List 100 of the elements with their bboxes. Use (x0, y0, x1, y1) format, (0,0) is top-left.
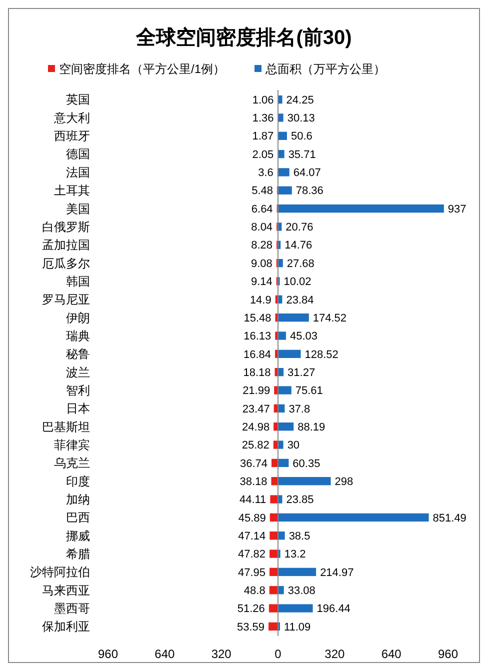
y-tick-label: 土耳其 (54, 184, 90, 198)
y-tick-label: 乌克兰 (54, 456, 90, 470)
x-tick-label: 640 (381, 647, 402, 661)
data-label: 44.11 (239, 494, 266, 506)
data-label: 45.03 (290, 330, 318, 343)
data-label: 23.84 (286, 294, 314, 306)
data-label: 13.2 (284, 548, 306, 561)
chart-title: 全球空间密度排名(前30) (135, 26, 352, 49)
data-label: 174.52 (312, 312, 347, 324)
y-tick-label: 德国 (66, 147, 90, 162)
y-tick-label: 菲律宾 (54, 438, 90, 452)
data-label: 23.85 (286, 494, 314, 506)
data-label: 18.18 (243, 366, 271, 379)
data-label: 3.6 (258, 167, 274, 180)
data-label: 16.84 (243, 348, 272, 361)
data-label: 31.27 (288, 366, 316, 379)
y-tick-label: 白俄罗斯 (42, 220, 90, 234)
data-label: 196.44 (316, 603, 350, 616)
data-label: 1.06 (252, 94, 274, 106)
y-tick-label: 墨西哥 (54, 601, 90, 616)
data-label: 47.82 (238, 548, 266, 561)
data-label: 851.49 (432, 512, 466, 524)
x-tick-label: 960 (438, 647, 458, 661)
data-label: 47.14 (238, 530, 266, 542)
y-tick-label: 巴基斯坦 (42, 420, 90, 434)
data-label: 2.05 (252, 148, 274, 161)
data-label: 21.99 (242, 385, 270, 398)
y-tick-label: 马来西亚 (42, 583, 90, 598)
y-tick-label: 保加利亚 (42, 620, 90, 634)
data-label: 78.36 (296, 185, 324, 198)
data-label: 24.25 (286, 94, 314, 106)
data-label: 25.82 (242, 440, 270, 452)
x-tick-label: 320 (211, 647, 232, 661)
y-tick-label: 智利 (66, 383, 90, 398)
data-label: 1.36 (252, 112, 274, 125)
data-label: 75.61 (295, 385, 323, 398)
data-label: 51.26 (237, 603, 265, 616)
data-label: 48.8 (244, 584, 266, 597)
y-tick-label: 日本 (66, 402, 90, 416)
y-tick-label: 巴西 (66, 510, 90, 525)
data-label: 38.18 (240, 476, 268, 488)
data-label: 37.8 (288, 403, 310, 416)
y-tick-label: 孟加拉国 (42, 238, 90, 252)
data-label: 14.9 (250, 294, 272, 306)
legend-label: 空间密度排名（平方公里/1例） (59, 62, 226, 76)
y-tick-label: 波兰 (66, 365, 90, 380)
y-tick-label: 希腊 (66, 546, 90, 561)
data-label: 88.19 (298, 421, 326, 434)
data-label: 5.48 (252, 185, 274, 198)
y-tick-label: 美国 (66, 202, 90, 216)
data-label: 53.59 (236, 621, 265, 634)
data-label: 128.52 (304, 348, 338, 361)
data-label: 45.89 (238, 512, 266, 524)
data-label: 35.71 (288, 148, 316, 161)
data-label: 9.08 (250, 258, 272, 270)
x-tick-label: 0 (274, 647, 282, 661)
data-label: 15.48 (244, 312, 272, 324)
data-label: 30 (287, 440, 300, 452)
data-label: 38.5 (288, 530, 310, 542)
data-label: 30.13 (287, 112, 315, 125)
y-tick-label: 秘鲁 (66, 347, 90, 362)
y-tick-label: 厄瓜多尔 (42, 256, 90, 270)
data-label: 24.98 (242, 421, 270, 434)
data-label: 36.74 (240, 458, 268, 470)
y-tick-label: 罗马尼亚 (42, 292, 90, 307)
data-label: 16.13 (244, 330, 272, 343)
data-label: 60.35 (292, 458, 320, 470)
y-tick-label: 印度 (66, 474, 90, 488)
data-label: 214.97 (320, 566, 354, 579)
x-tick-label: 960 (98, 647, 118, 661)
data-label: 10.02 (284, 276, 312, 288)
y-tick-label: 法国 (66, 165, 90, 180)
data-label: 27.68 (286, 258, 314, 270)
data-label: 47.95 (238, 566, 266, 579)
y-tick-label: 沙特阿拉伯 (30, 565, 90, 580)
y-tick-label: 加纳 (66, 492, 90, 506)
data-label: 937 (448, 203, 466, 216)
data-label: 11.09 (284, 621, 311, 634)
data-label: 50.6 (290, 130, 312, 143)
data-label: 64.07 (293, 167, 321, 180)
y-tick-label: 瑞典 (66, 328, 90, 343)
data-label: 33.08 (288, 584, 316, 597)
data-label: 298 (334, 476, 354, 488)
y-tick-label: 伊朗 (66, 310, 90, 325)
x-tick-label: 320 (324, 647, 345, 661)
y-tick-label: 西班牙 (54, 129, 90, 144)
y-tick-label: 意大利 (53, 110, 90, 125)
y-tick-label: 挪威 (66, 528, 90, 543)
data-label: 1.87 (252, 130, 274, 143)
data-label: 8.04 (251, 222, 273, 234)
data-label: 20.76 (286, 222, 314, 234)
data-label: 9.14 (250, 276, 272, 288)
data-label: 8.28 (251, 240, 273, 252)
data-label: 23.47 (242, 403, 270, 416)
data-label: 6.64 (251, 203, 273, 216)
data-label: 14.76 (284, 240, 312, 252)
x-tick-label: 640 (154, 647, 175, 661)
legend-label: 总面积（万平方公里） (264, 62, 386, 76)
y-tick-label: 韩国 (66, 274, 90, 288)
y-tick-label: 英国 (66, 92, 90, 107)
